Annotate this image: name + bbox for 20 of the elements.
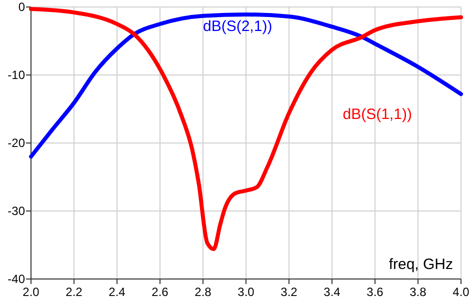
x-tick-label: 2.4	[108, 285, 126, 299]
y-tick-label: -10	[8, 68, 26, 82]
x-tick-label: 3.8	[410, 285, 427, 299]
x-tick-label: 2.6	[152, 285, 169, 299]
series-label: dB(S(2,1))	[203, 18, 272, 35]
x-tick-label: 4.0	[452, 285, 470, 299]
y-tick-label: -40	[8, 272, 26, 286]
x-tick-label: 2.8	[194, 285, 212, 299]
x-tick-label: 3.6	[366, 285, 384, 299]
x-tick-label: 2.2	[66, 285, 83, 299]
x-tick-label: 3.2	[280, 285, 298, 299]
x-tick-label: 3.4	[324, 285, 341, 299]
y-tick-label: -20	[8, 136, 26, 150]
x-axis-title: freq, GHz	[388, 256, 453, 273]
x-tick-label: 3.0	[238, 285, 255, 299]
y-tick-label: 0	[18, 0, 26, 14]
line-series	[29, 12, 463, 159]
text: dB(S(1,1))	[342, 106, 412, 124]
x-tick-label: 2.0	[22, 285, 40, 299]
y-tick-label: -30	[8, 204, 26, 218]
